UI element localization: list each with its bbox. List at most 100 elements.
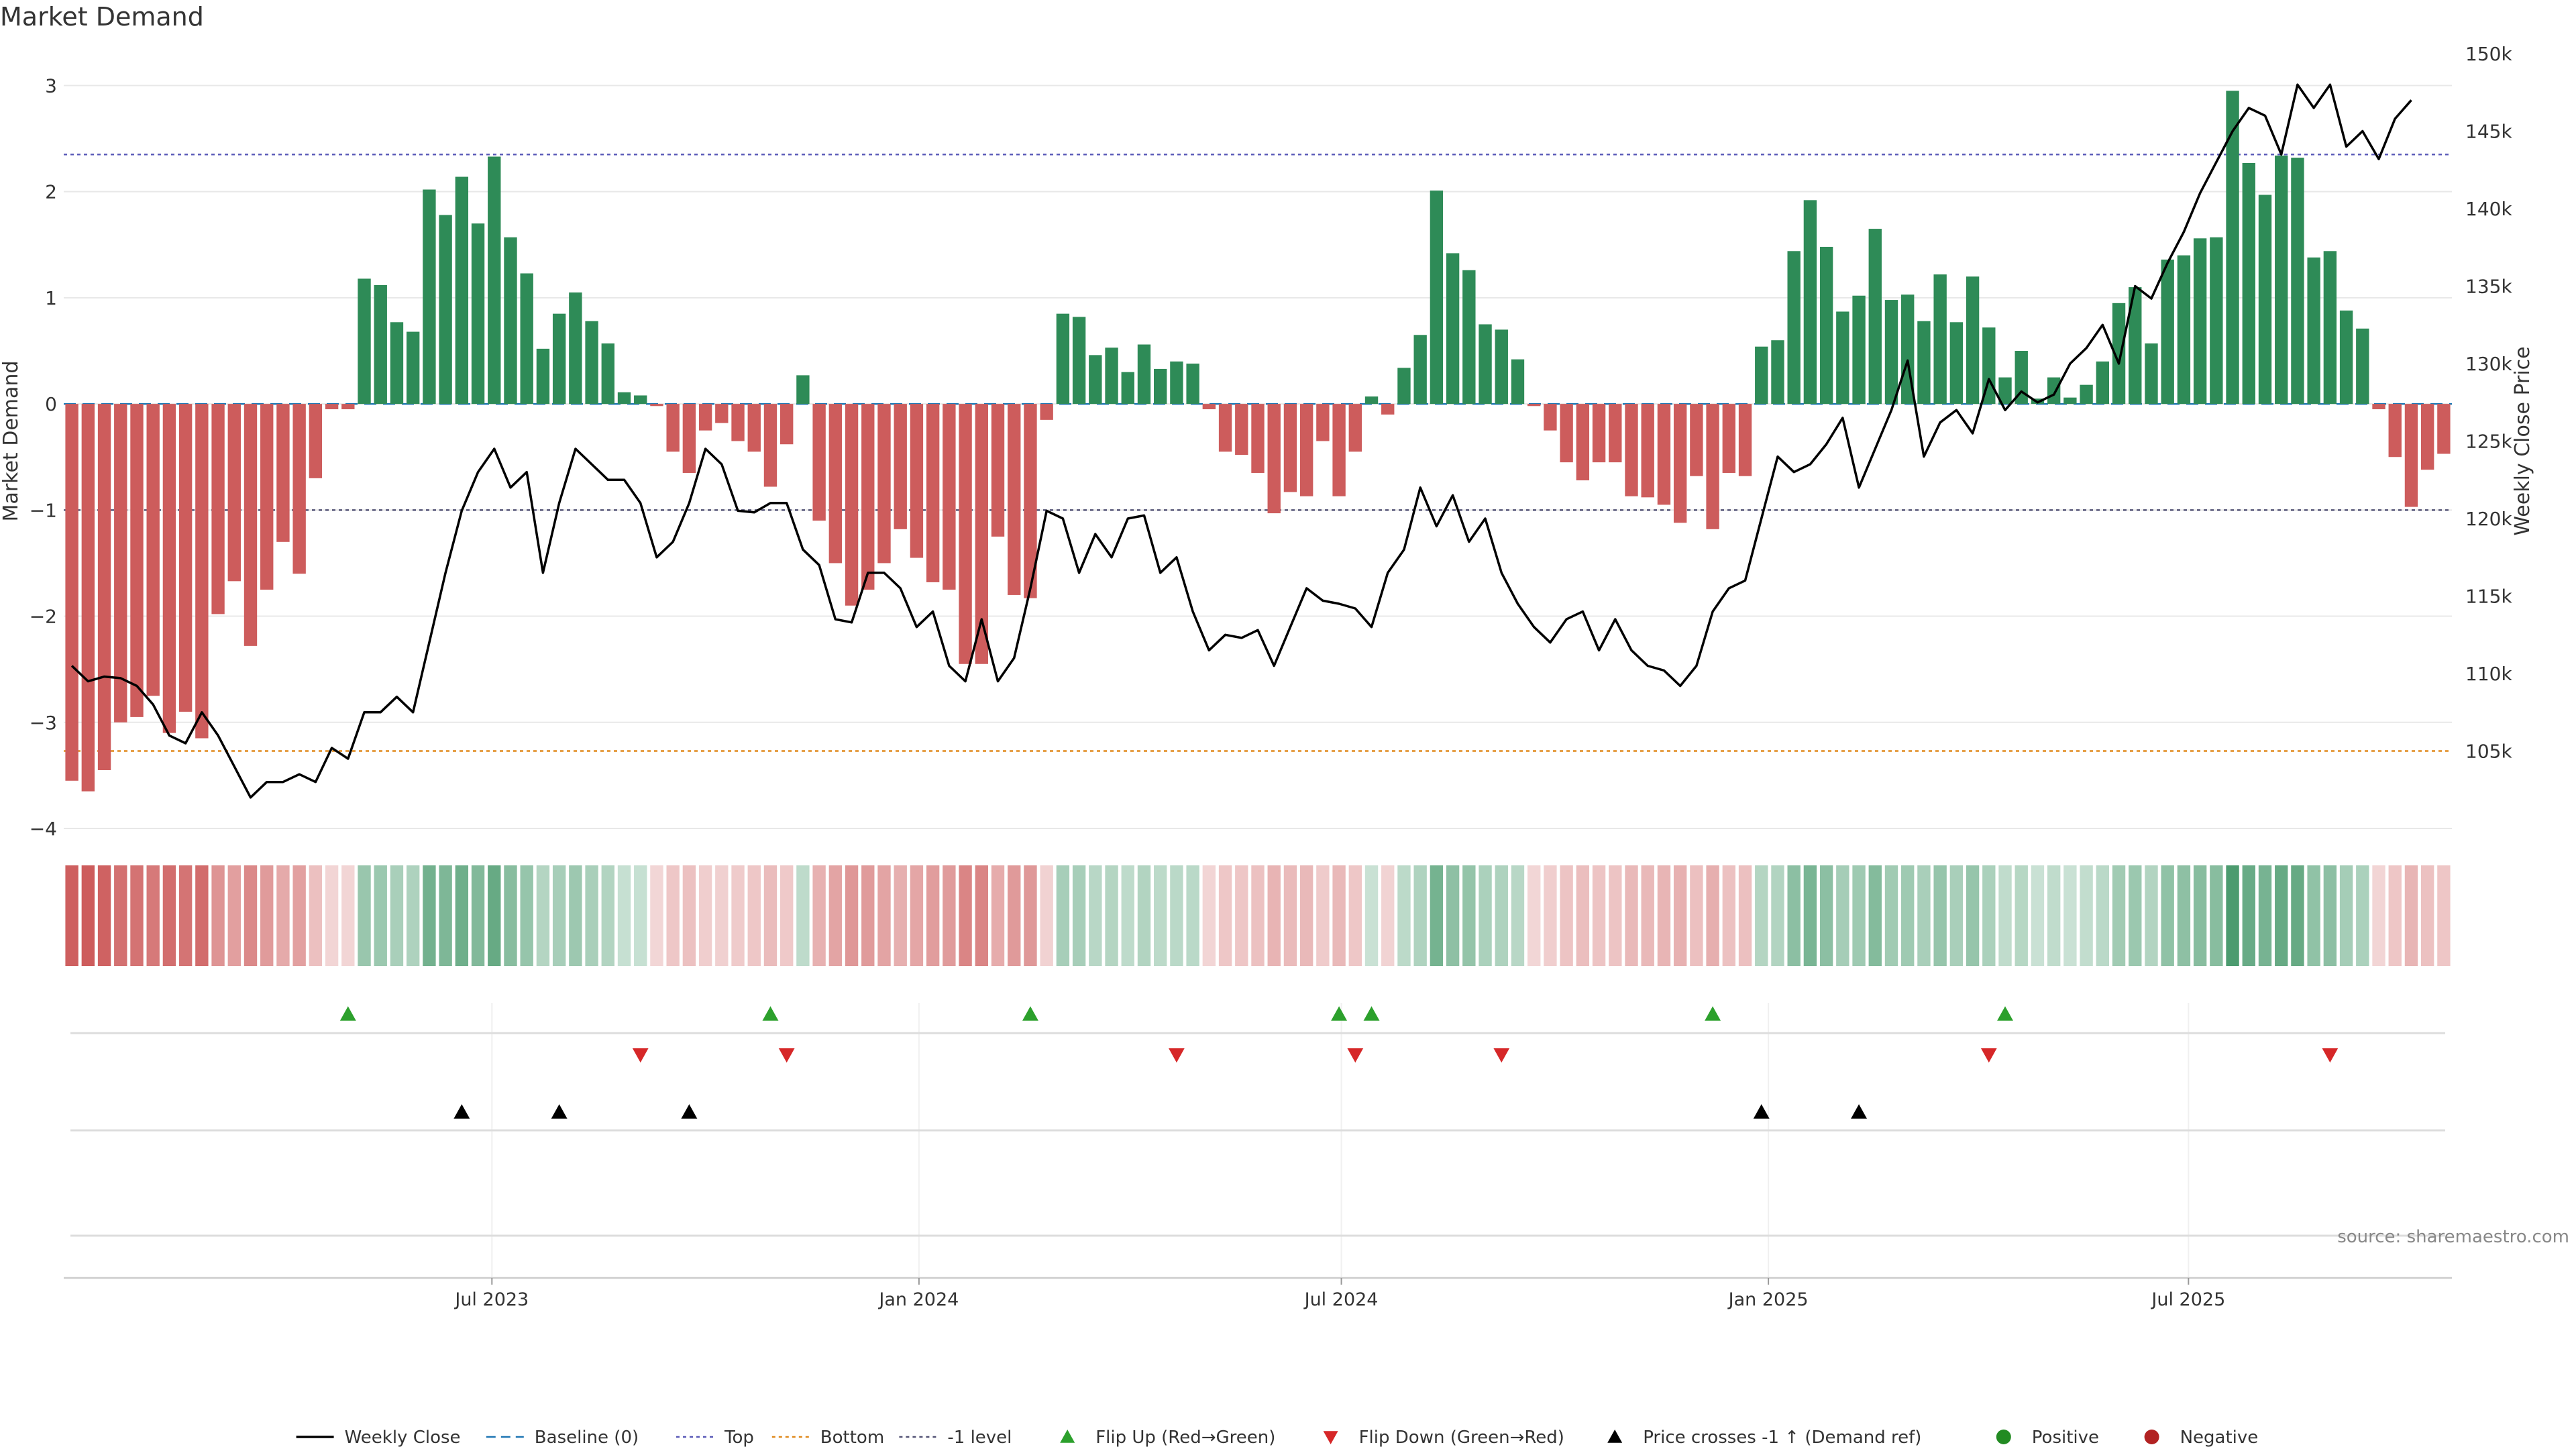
regime-strip-cell bbox=[81, 865, 95, 966]
legend-label: Flip Up (Red→Green) bbox=[1095, 1428, 1275, 1448]
demand-bar bbox=[504, 237, 517, 405]
demand-bar bbox=[2258, 195, 2272, 405]
regime-strip-cell bbox=[2372, 865, 2385, 966]
regime-strip-cell bbox=[698, 865, 712, 966]
x-tick-label: Jan 2024 bbox=[877, 1289, 959, 1310]
legend-label: Flip Down (Green→Red) bbox=[1359, 1428, 1564, 1448]
price-cross-marker bbox=[551, 1104, 568, 1119]
demand-bar bbox=[1089, 355, 1102, 405]
regime-strip-cell bbox=[2080, 865, 2093, 966]
flip-down-marker bbox=[1347, 1048, 1364, 1063]
signal-markers bbox=[64, 1003, 2452, 1279]
demand-bar bbox=[1235, 404, 1248, 455]
demand-bar bbox=[926, 404, 940, 582]
regime-strip-cell bbox=[195, 865, 209, 966]
regime-strip-cell bbox=[97, 865, 111, 966]
demand-bar bbox=[65, 404, 78, 781]
y2-tick-label: 130k bbox=[2465, 353, 2512, 375]
regime-strip-cell bbox=[2291, 865, 2304, 966]
regime-strip-cell bbox=[845, 865, 859, 966]
regime-strip-cell bbox=[861, 865, 875, 966]
regime-strip-cell bbox=[747, 865, 761, 966]
regime-strip-cell bbox=[309, 865, 323, 966]
demand-bar bbox=[552, 313, 566, 405]
regime-strip-cell bbox=[2177, 865, 2191, 966]
regime-strip-cell bbox=[763, 865, 777, 966]
regime-strip-cell bbox=[601, 865, 614, 966]
regime-strip-cell bbox=[1771, 865, 1784, 966]
regime-strip-cell bbox=[2437, 865, 2451, 966]
regime-strip-cell bbox=[1348, 865, 1362, 966]
regime-strip-cell bbox=[1283, 865, 1297, 966]
demand-bar bbox=[130, 404, 144, 717]
regime-strip-cell bbox=[2404, 865, 2418, 966]
demand-bar bbox=[1040, 404, 1053, 420]
demand-bar bbox=[1917, 321, 1931, 405]
regime-strip-cell bbox=[1544, 865, 1557, 966]
regime-strip-cell bbox=[1008, 865, 1021, 966]
flip-up-marker bbox=[1705, 1006, 1721, 1021]
regime-strip-cell bbox=[2275, 865, 2288, 966]
regime-strip-cell bbox=[634, 865, 647, 966]
regime-strip-cell bbox=[244, 865, 258, 966]
y2-tick-label: 125k bbox=[2465, 431, 2512, 453]
regime-strip-cell bbox=[1917, 865, 1931, 966]
regime-strip-cell bbox=[1836, 865, 1849, 966]
y2-axis-ticks: 105k 110k 115k 120k 125k 130k 135k 140k 145k 150k bbox=[2465, 43, 2512, 763]
demand-bar bbox=[2063, 397, 2077, 405]
regime-strip-cell bbox=[959, 865, 972, 966]
y-tick-label: 1 bbox=[45, 287, 57, 309]
demand-bar bbox=[309, 404, 323, 478]
regime-strip-cell bbox=[2339, 865, 2353, 966]
regime-strip-cell bbox=[1381, 865, 1395, 966]
regime-strip-cell bbox=[1949, 865, 1964, 966]
regime-strip-cell bbox=[130, 865, 144, 966]
demand-bar bbox=[2339, 310, 2353, 405]
regime-strip-cell bbox=[536, 865, 550, 966]
regime-strip-cell bbox=[520, 865, 533, 966]
demand-bar bbox=[1576, 404, 1590, 481]
demand-bar bbox=[1755, 346, 1768, 405]
regime-strip-cell bbox=[2258, 865, 2272, 966]
demand-bar bbox=[1251, 404, 1265, 473]
demand-bar bbox=[780, 404, 794, 445]
demand-bar bbox=[812, 404, 826, 521]
y-tick-label: 3 bbox=[45, 74, 57, 97]
demand-bar bbox=[1186, 364, 1199, 405]
regime-strip-cell bbox=[276, 865, 290, 966]
regime-strip-cell bbox=[488, 865, 501, 966]
demand-bar bbox=[358, 278, 371, 405]
demand-bar bbox=[910, 404, 924, 558]
regime-strip-cell bbox=[2323, 865, 2337, 966]
demand-bar bbox=[1966, 276, 1980, 405]
demand-bars bbox=[65, 91, 2451, 792]
legend-label: Top bbox=[724, 1428, 754, 1448]
y-tick-label: −4 bbox=[30, 818, 57, 840]
flip-down-marker bbox=[1168, 1048, 1185, 1063]
demand-bar bbox=[1803, 200, 1817, 405]
flip-up-marker bbox=[1363, 1006, 1380, 1021]
demand-bar bbox=[1511, 359, 1525, 405]
regime-strip-cell bbox=[1998, 865, 2012, 966]
regime-strip-cell bbox=[1690, 865, 1703, 966]
regime-strip-cell bbox=[796, 865, 810, 966]
demand-bar bbox=[2356, 328, 2369, 405]
flip-down-marker bbox=[778, 1048, 795, 1063]
demand-bar bbox=[2404, 404, 2418, 507]
regime-strip-cell bbox=[926, 865, 940, 966]
legend-swatch bbox=[1607, 1430, 1623, 1443]
demand-bar bbox=[1218, 404, 1232, 452]
regime-strip-cell bbox=[1657, 865, 1671, 966]
regime-strip-cell bbox=[2210, 865, 2223, 966]
demand-bar bbox=[2112, 303, 2126, 405]
regime-strip-cell bbox=[1495, 865, 1508, 966]
flip-down-marker bbox=[632, 1048, 649, 1063]
legend: Weekly Close Baseline (0) Top Bottom -1 leve… bbox=[296, 1428, 2258, 1448]
price-cross-marker bbox=[1753, 1104, 1770, 1119]
demand-bar bbox=[146, 404, 160, 696]
regime-strip-cell bbox=[1868, 865, 1882, 966]
x-tick-label: Jan 2025 bbox=[1727, 1289, 1809, 1310]
demand-bar bbox=[1836, 311, 1849, 405]
demand-bar bbox=[1008, 404, 1021, 595]
regime-strip-cell bbox=[715, 865, 729, 966]
